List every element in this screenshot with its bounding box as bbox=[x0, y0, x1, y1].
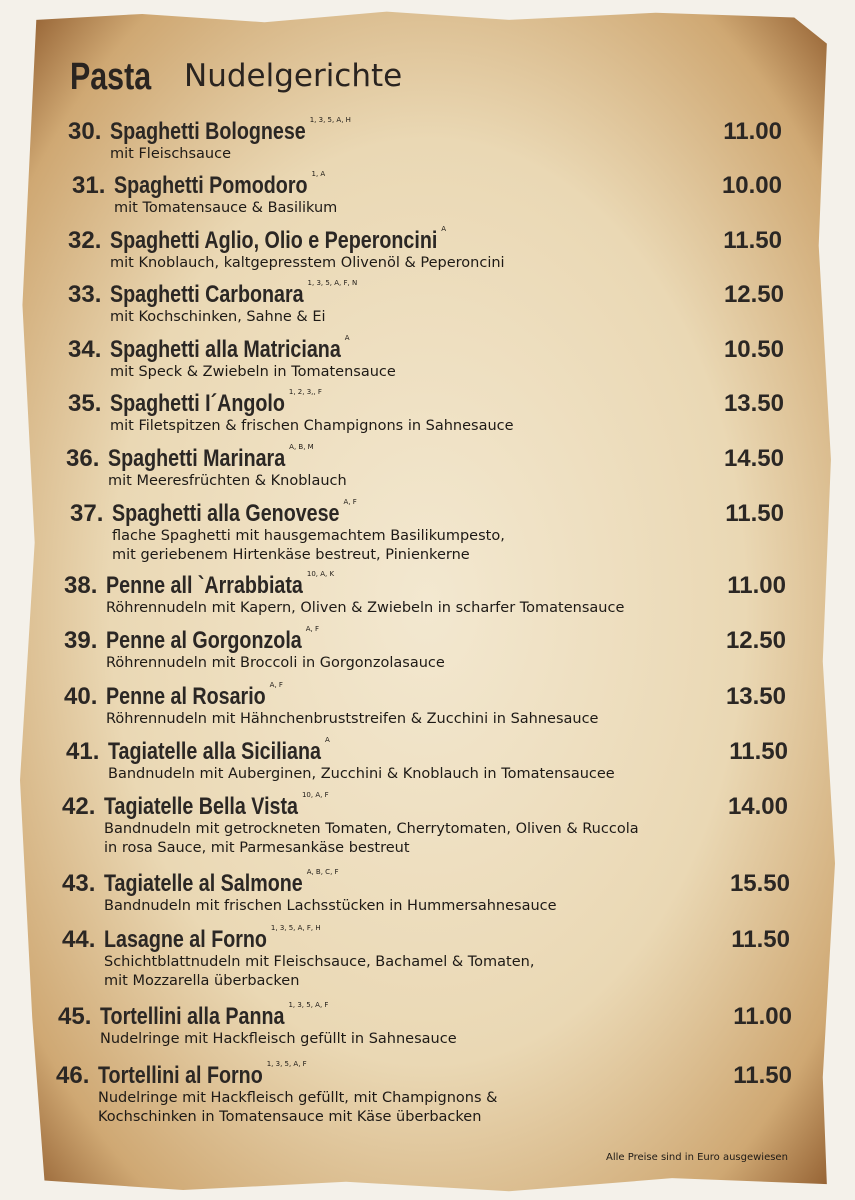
item-price: 15.50 bbox=[729, 870, 790, 897]
item-number: 30. bbox=[68, 118, 102, 145]
item-name: Tortellini alla Panna bbox=[100, 1003, 285, 1030]
item-allergens: 10, A, F bbox=[301, 791, 329, 799]
item-allergens: A bbox=[441, 225, 447, 233]
item-number: 31. bbox=[72, 172, 106, 199]
item-price: 11.50 bbox=[723, 227, 782, 254]
item-allergens: 1, 3, 5, A, H bbox=[309, 116, 351, 124]
item-price: 13.50 bbox=[725, 683, 786, 710]
menu-title: Pasta bbox=[70, 56, 152, 98]
menu-subtitle: Nudelgerichte bbox=[184, 58, 403, 94]
item-allergens: A, B, M bbox=[289, 443, 314, 451]
item-name: Penne al Gorgonzola bbox=[106, 627, 302, 654]
item-name: Spaghetti Bolognese bbox=[110, 118, 306, 145]
item-allergens: 1, 3, 5, A, F, H bbox=[270, 924, 321, 932]
item-description: Röhrennudeln mit Hähnchenbruststreifen &… bbox=[106, 711, 599, 727]
item-price: 11.50 bbox=[731, 926, 790, 953]
item-description: flache Spaghetti mit hausgemachtem Basil… bbox=[112, 528, 505, 544]
item-number: 32. bbox=[68, 227, 102, 254]
item-name: Spaghetti alla Matriciana bbox=[110, 336, 341, 363]
item-price: 11.00 bbox=[723, 118, 782, 145]
item-description: mit Meeresfrüchten & Knoblauch bbox=[108, 473, 347, 489]
item-allergens: 1, A bbox=[311, 170, 326, 178]
item-number: 42. bbox=[62, 793, 96, 820]
item-number: 37. bbox=[70, 500, 104, 527]
item-name: Spaghetti Carbonara bbox=[110, 281, 304, 308]
item-name: Spaghetti alla Genovese bbox=[112, 500, 340, 527]
item-number: 36. bbox=[66, 445, 100, 472]
item-allergens: 1, 2, 3,, F bbox=[288, 388, 322, 396]
item-allergens: A bbox=[344, 334, 350, 342]
item-description: Bandnudeln mit getrockneten Tomaten, Che… bbox=[104, 821, 639, 837]
item-number: 35. bbox=[68, 390, 102, 417]
item-number: 38. bbox=[64, 572, 98, 599]
item-price: 12.50 bbox=[723, 281, 784, 308]
item-description: mit Kochschinken, Sahne & Ei bbox=[110, 309, 326, 325]
item-price: 11.00 bbox=[727, 572, 786, 599]
item-price: 11.50 bbox=[725, 500, 784, 527]
item-price: 13.50 bbox=[723, 390, 784, 417]
item-description: mit Speck & Zwiebeln in Tomatensauce bbox=[110, 364, 396, 380]
item-description: Schichtblattnudeln mit Fleischsauce, Bac… bbox=[104, 954, 535, 970]
item-number: 33. bbox=[68, 281, 102, 308]
item-name: Tagiatelle Bella Vista bbox=[104, 793, 298, 820]
item-allergens: 1, 3, 5, A, F, N bbox=[307, 279, 358, 287]
item-description: mit Filetspitzen & frischen Champignons … bbox=[110, 418, 514, 434]
item-allergens: A bbox=[324, 736, 330, 744]
item-number: 34. bbox=[68, 336, 102, 363]
item-description: Kochschinken in Tomatensauce mit Käse üb… bbox=[98, 1109, 482, 1125]
item-name: Spaghetti Pomodoro bbox=[114, 172, 308, 199]
item-price: 14.00 bbox=[727, 793, 788, 820]
item-name: Penne all `Arrabbiata bbox=[106, 572, 303, 599]
item-description: Nudelringe mit Hackfleisch gefüllt in Sa… bbox=[100, 1031, 457, 1047]
item-name: Spaghetti Aglio, Olio e Peperoncini bbox=[110, 227, 438, 254]
item-number: 40. bbox=[64, 683, 98, 710]
item-description: Bandnudeln mit frischen Lachsstücken in … bbox=[104, 898, 557, 914]
item-name: Tortellini al Forno bbox=[98, 1062, 263, 1089]
footer-note: Alle Preise sind in Euro ausgewiesen bbox=[606, 1152, 788, 1163]
item-price: 12.50 bbox=[725, 627, 786, 654]
item-description: mit Knoblauch, kaltgepresstem Olivenöl &… bbox=[110, 255, 505, 271]
item-name: Penne al Rosario bbox=[106, 683, 266, 710]
item-description: Bandnudeln mit Auberginen, Zucchini & Kn… bbox=[108, 766, 615, 782]
item-allergens: A, F bbox=[343, 498, 357, 506]
item-price: 11.50 bbox=[729, 738, 788, 765]
item-number: 39. bbox=[64, 627, 98, 654]
item-number: 46. bbox=[56, 1062, 90, 1089]
item-allergens: A, B, C, F bbox=[306, 868, 339, 876]
item-price: 11.50 bbox=[733, 1062, 792, 1089]
item-description: mit Mozzarella überbacken bbox=[104, 973, 300, 989]
item-name: Tagiatelle al Salmone bbox=[104, 870, 303, 897]
item-description: mit Tomatensauce & Basilikum bbox=[114, 200, 338, 216]
item-allergens: A, F bbox=[269, 681, 283, 689]
item-name: Spaghetti I´Angolo bbox=[110, 390, 285, 417]
item-allergens: 1, 3, 5, A, F bbox=[266, 1060, 307, 1068]
item-allergens: A, F bbox=[305, 625, 319, 633]
item-description: mit Fleischsauce bbox=[110, 146, 232, 162]
item-number: 44. bbox=[62, 926, 96, 953]
item-description: Röhrennudeln mit Broccoli in Gorgonzolas… bbox=[106, 655, 445, 671]
item-number: 45. bbox=[58, 1003, 92, 1030]
item-name: Tagiatelle alla Siciliana bbox=[108, 738, 321, 765]
item-number: 41. bbox=[66, 738, 100, 765]
item-description: in rosa Sauce, mit Parmesankäse bestreut bbox=[104, 840, 410, 856]
item-price: 14.50 bbox=[723, 445, 784, 472]
item-allergens: 1, 3, 5, A, F bbox=[288, 1001, 329, 1009]
item-description: Nudelringe mit Hackfleisch gefüllt, mit … bbox=[98, 1090, 498, 1106]
item-name: Lasagne al Forno bbox=[104, 926, 267, 953]
item-description: mit geriebenem Hirtenkäse bestreut, Pini… bbox=[112, 547, 470, 563]
item-description: Röhrennudeln mit Kapern, Oliven & Zwiebe… bbox=[106, 600, 625, 616]
item-price: 10.00 bbox=[721, 172, 782, 199]
item-price: 11.00 bbox=[733, 1003, 792, 1030]
parchment bbox=[20, 11, 835, 1192]
item-number: 43. bbox=[62, 870, 96, 897]
item-price: 10.50 bbox=[723, 336, 784, 363]
item-allergens: 10, A, K bbox=[306, 570, 335, 578]
item-name: Spaghetti Marinara bbox=[108, 445, 286, 472]
